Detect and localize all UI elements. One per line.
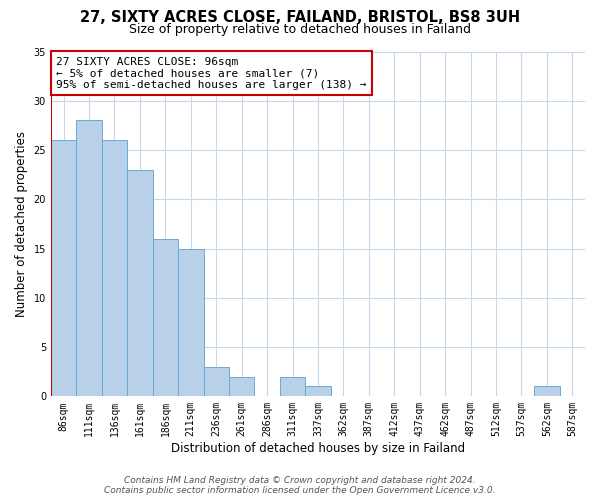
Bar [203,367,229,396]
X-axis label: Distribution of detached houses by size in Failand: Distribution of detached houses by size … [171,442,465,455]
Bar [305,386,331,396]
Bar [178,248,203,396]
Bar [102,140,127,396]
Bar [280,376,305,396]
Bar [229,376,254,396]
Text: Contains HM Land Registry data © Crown copyright and database right 2024.
Contai: Contains HM Land Registry data © Crown c… [104,476,496,495]
Bar [152,238,178,396]
Bar [534,386,560,396]
Bar [127,170,152,396]
Y-axis label: Number of detached properties: Number of detached properties [15,131,28,317]
Bar [51,140,76,396]
Text: 27, SIXTY ACRES CLOSE, FAILAND, BRISTOL, BS8 3UH: 27, SIXTY ACRES CLOSE, FAILAND, BRISTOL,… [80,10,520,25]
Text: Size of property relative to detached houses in Failand: Size of property relative to detached ho… [129,22,471,36]
Bar [76,120,102,396]
Text: 27 SIXTY ACRES CLOSE: 96sqm
← 5% of detached houses are smaller (7)
95% of semi-: 27 SIXTY ACRES CLOSE: 96sqm ← 5% of deta… [56,56,367,90]
